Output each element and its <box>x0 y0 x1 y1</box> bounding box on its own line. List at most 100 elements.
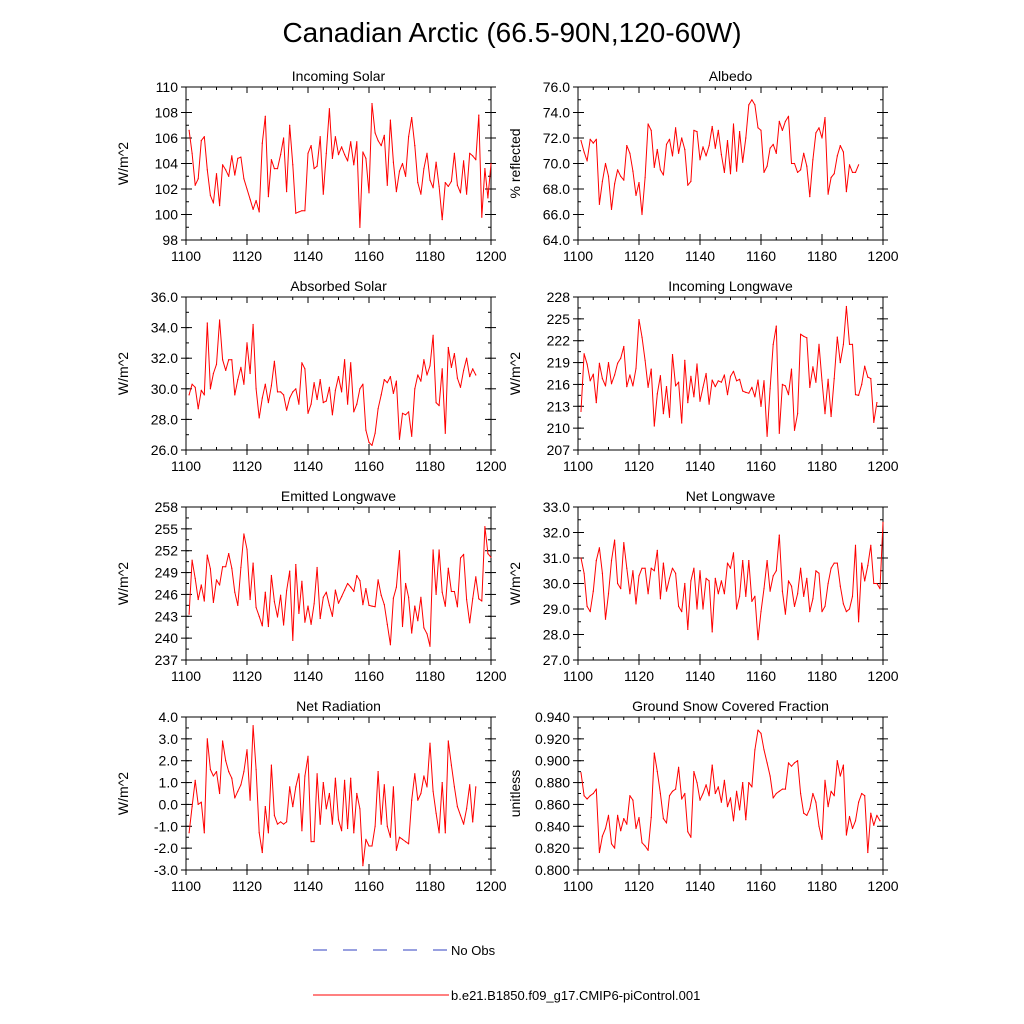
data-point <box>665 386 668 388</box>
data-point <box>215 771 218 773</box>
data-point <box>395 586 397 588</box>
data-point <box>200 584 202 586</box>
data-point <box>665 822 668 824</box>
data-point <box>873 824 875 826</box>
data-point <box>322 782 324 784</box>
data-point <box>450 590 452 593</box>
data-point <box>316 566 318 569</box>
data-point <box>653 166 655 168</box>
data-point <box>769 590 771 592</box>
data-point <box>836 155 838 157</box>
data-point <box>607 362 610 364</box>
data-point <box>341 391 343 393</box>
data-point <box>444 182 446 184</box>
data-point <box>623 179 625 181</box>
data-point <box>304 210 306 212</box>
data-point <box>604 385 607 387</box>
data-point <box>225 760 227 762</box>
data-point <box>283 823 285 825</box>
data-point <box>668 795 671 797</box>
x-tick-label: 1200 <box>475 458 506 474</box>
data-point <box>623 345 625 348</box>
data-point <box>675 572 677 574</box>
data-point <box>824 779 826 782</box>
y-tick-label: 0.800 <box>535 862 570 878</box>
data-point <box>420 193 422 195</box>
data-point <box>729 173 732 175</box>
data-point <box>797 413 799 415</box>
y-tick-label: 219 <box>547 355 571 371</box>
data-point <box>675 788 677 790</box>
data-point <box>717 786 719 788</box>
data-point <box>307 152 309 154</box>
data-point <box>423 168 425 170</box>
data-point <box>748 392 750 394</box>
data-point <box>380 594 382 596</box>
data-point <box>246 342 248 344</box>
data-point <box>337 376 340 378</box>
data-point <box>778 432 780 434</box>
data-point <box>693 396 695 398</box>
data-point <box>732 123 735 125</box>
data-point <box>729 375 732 377</box>
data-point <box>815 570 817 572</box>
data-point <box>206 738 208 740</box>
data-point <box>778 534 780 536</box>
data-point <box>742 560 744 562</box>
data-point <box>319 379 321 381</box>
data-point <box>854 394 857 396</box>
data-point <box>854 544 857 546</box>
data-point <box>289 786 291 788</box>
data-point <box>732 370 735 372</box>
data-point <box>809 808 811 810</box>
y-axis-label: W/m^2 <box>115 142 131 185</box>
x-tick-label: 1160 <box>746 878 776 894</box>
data-point <box>617 169 619 171</box>
data-point <box>426 633 428 635</box>
series-line <box>188 103 492 228</box>
data-point <box>620 830 622 832</box>
data-point <box>240 156 242 158</box>
y-tick-label: 36.0 <box>151 289 178 305</box>
data-point <box>632 570 634 572</box>
data-point <box>441 782 443 784</box>
data-point <box>754 749 756 751</box>
data-point <box>398 170 401 172</box>
data-point <box>742 161 744 163</box>
data-point <box>307 412 309 414</box>
data-point <box>240 566 242 569</box>
x-tick-label: 1180 <box>415 248 445 264</box>
data-point <box>200 801 202 803</box>
data-point <box>234 797 236 799</box>
data-point <box>307 755 309 757</box>
x-tick-label: 1180 <box>807 668 837 684</box>
data-point <box>426 152 428 154</box>
data-point <box>197 178 199 180</box>
data-point <box>656 393 658 395</box>
y-tick-label: 31.0 <box>543 550 570 566</box>
data-point <box>867 565 869 567</box>
x-tick-label: 1120 <box>232 248 262 264</box>
data-point <box>726 562 729 564</box>
data-point <box>344 359 346 361</box>
data-point <box>453 353 455 355</box>
data-point <box>812 598 814 600</box>
data-point <box>702 608 704 610</box>
data-point <box>286 590 288 592</box>
data-point <box>851 343 854 345</box>
y-tick-label: 237 <box>155 652 179 668</box>
data-point <box>304 368 306 370</box>
chart-title: Incoming Longwave <box>668 278 793 294</box>
data-point <box>739 809 741 811</box>
data-point <box>362 865 364 867</box>
data-point <box>784 120 787 122</box>
data-point <box>766 560 768 562</box>
data-point <box>842 764 845 766</box>
data-point <box>426 374 428 376</box>
data-point <box>598 547 601 549</box>
y-tick-label: 26.0 <box>151 442 178 458</box>
data-point <box>438 185 440 187</box>
data-point <box>732 552 735 554</box>
y-tick-label: 0.820 <box>535 840 570 856</box>
data-point <box>580 557 582 559</box>
